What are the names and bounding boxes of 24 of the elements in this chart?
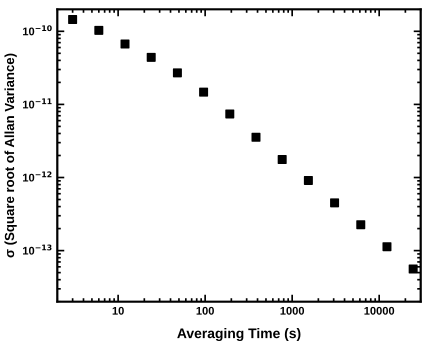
point bbox=[94, 26, 104, 35]
point bbox=[146, 52, 156, 62]
y-tick-label: 10$^{−12}$ bbox=[23, 171, 52, 182]
x-tick-label: 1000 bbox=[280, 306, 304, 315]
x-tick-label: 10 bbox=[112, 306, 124, 315]
x-axis-title: Averaging Time (s) bbox=[177, 328, 300, 342]
y-tick-label: 10$^{−13}$ bbox=[23, 244, 52, 255]
point bbox=[330, 198, 340, 208]
point bbox=[68, 15, 78, 24]
y-tick-label: 10$^{−10}$ bbox=[23, 25, 52, 36]
point bbox=[199, 88, 208, 97]
point bbox=[225, 109, 234, 118]
y-axis-title: σ (Square root of Allan Variance) bbox=[4, 54, 17, 258]
x-tick-label: 10000 bbox=[364, 306, 394, 315]
x-tick-label: 100 bbox=[196, 306, 214, 315]
y-tick-label: 10$^{−11}$ bbox=[23, 98, 52, 108]
point bbox=[172, 68, 182, 78]
point bbox=[251, 132, 260, 142]
point bbox=[278, 155, 287, 164]
point bbox=[120, 40, 130, 49]
point bbox=[382, 242, 392, 252]
point bbox=[356, 220, 366, 230]
point bbox=[408, 264, 418, 274]
point bbox=[304, 176, 313, 185]
